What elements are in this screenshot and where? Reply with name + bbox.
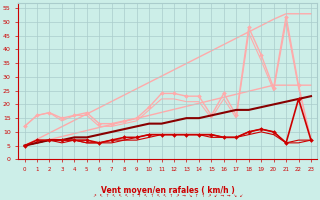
Text: ↗  ↖  ↑  ↖  ↖  ↖  ↑  ↑  ↖  ↑  ↖  ↖  ↑  ↗  →  ↘  ↑  ↑  ↗  ↙  →  →  ↘  ↙: ↗ ↖ ↑ ↖ ↖ ↖ ↑ ↑ ↖ ↑ ↖ ↖ ↑ ↗ → ↘ ↑ ↑ ↗ ↙ … [92,194,243,198]
X-axis label: Vent moyen/en rafales ( km/h ): Vent moyen/en rafales ( km/h ) [101,186,235,195]
